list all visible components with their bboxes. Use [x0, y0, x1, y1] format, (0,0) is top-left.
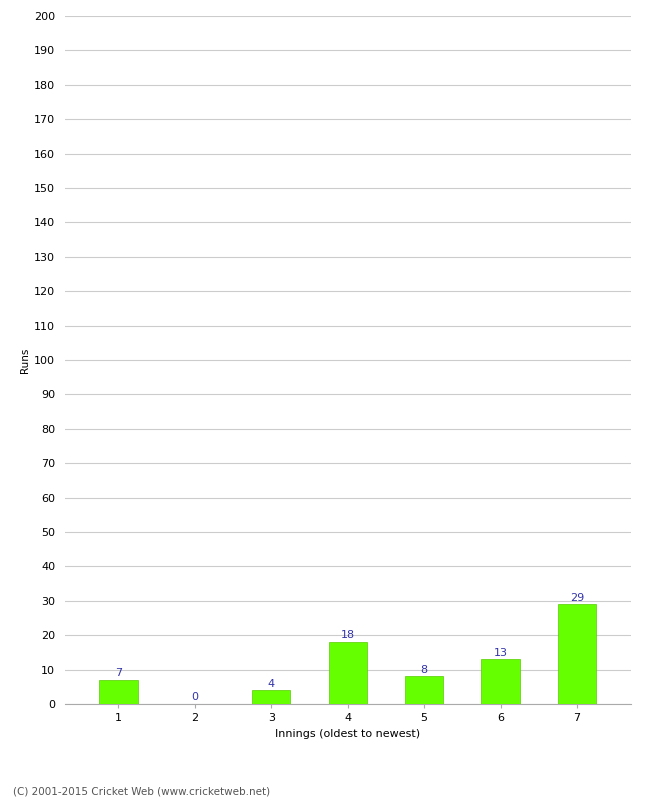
- Text: (C) 2001-2015 Cricket Web (www.cricketweb.net): (C) 2001-2015 Cricket Web (www.cricketwe…: [13, 786, 270, 796]
- Text: 0: 0: [191, 692, 198, 702]
- Text: 18: 18: [341, 630, 355, 640]
- Bar: [329, 642, 367, 704]
- Bar: [252, 690, 291, 704]
- Bar: [405, 677, 443, 704]
- Text: 13: 13: [493, 647, 508, 658]
- Text: 8: 8: [421, 665, 428, 674]
- Y-axis label: Runs: Runs: [20, 347, 30, 373]
- Bar: [99, 680, 138, 704]
- Bar: [482, 659, 520, 704]
- Text: 7: 7: [115, 668, 122, 678]
- Text: 4: 4: [268, 678, 275, 689]
- Text: 29: 29: [570, 593, 584, 602]
- X-axis label: Innings (oldest to newest): Innings (oldest to newest): [275, 729, 421, 738]
- Bar: [558, 604, 596, 704]
